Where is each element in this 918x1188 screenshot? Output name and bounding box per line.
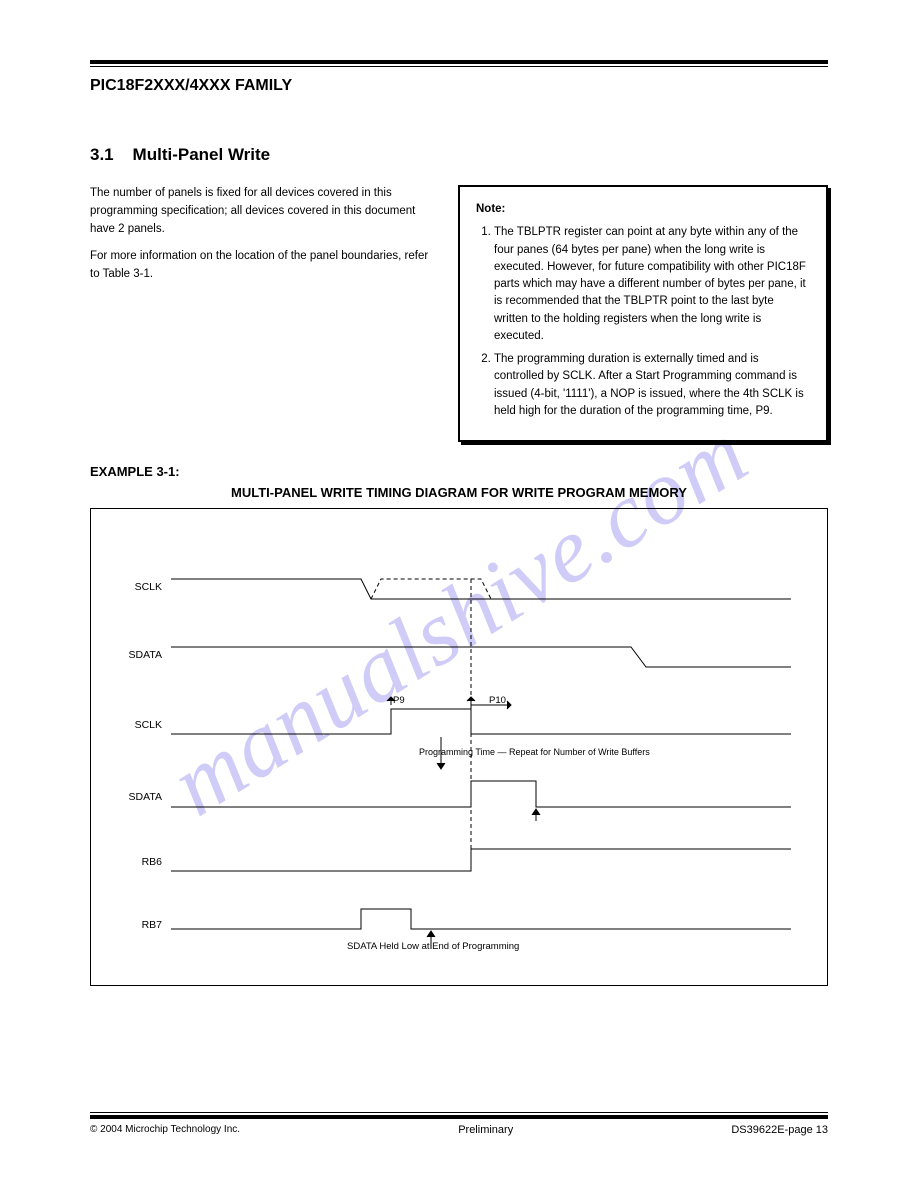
footer-area: © 2004 Microchip Technology Inc. Prelimi… [90, 1112, 828, 1136]
bottom-rule-thin [90, 1112, 828, 1113]
header-left: PIC18F2XXX/4XXX FAMILY [90, 77, 292, 95]
example-caption: MULTI-PANEL WRITE TIMING DIAGRAM FOR WRI… [90, 485, 828, 500]
page-content: PIC18F2XXX/4XXX FAMILY 3.1 Multi-Panel W… [90, 60, 828, 986]
body-text: The number of panels is fixed for all de… [90, 185, 440, 442]
footer-row: © 2004 Microchip Technology Inc. Prelimi… [90, 1124, 828, 1136]
note-item-2: The programming duration is externally t… [494, 351, 810, 420]
top-rule-thin [90, 66, 828, 67]
section-title-text: Multi-Panel Write [133, 145, 271, 164]
timing-diagram-frame: SCLK SDATA SCLK SDATA RB6 RB7 P9 P10 Pro… [90, 508, 828, 986]
example-label: EXAMPLE 3-1: [90, 464, 828, 479]
section-number: 3.1 [90, 145, 114, 164]
section-heading: 3.1 Multi-Panel Write [90, 145, 828, 165]
two-column-body: The number of panels is fixed for all de… [90, 185, 828, 442]
paragraph-1: The number of panels is fixed for all de… [90, 185, 440, 238]
doc-id: DS39622E-page 13 [731, 1124, 828, 1136]
note-list: The TBLPTR register can point at any byt… [494, 224, 810, 420]
doc-header: PIC18F2XXX/4XXX FAMILY [90, 77, 828, 95]
copyright-text: © 2004 Microchip Technology Inc. [90, 1124, 240, 1136]
bottom-rule-thick [90, 1115, 828, 1119]
top-rule-thick [90, 60, 828, 64]
paragraph-2: For more information on the location of … [90, 248, 440, 284]
note-box: Note: The TBLPTR register can point at a… [458, 185, 828, 442]
timing-diagram-svg [91, 509, 829, 987]
note-heading: Note: [476, 201, 810, 218]
note-item-1: The TBLPTR register can point at any byt… [494, 224, 810, 345]
footer-mid: Preliminary [458, 1124, 513, 1136]
